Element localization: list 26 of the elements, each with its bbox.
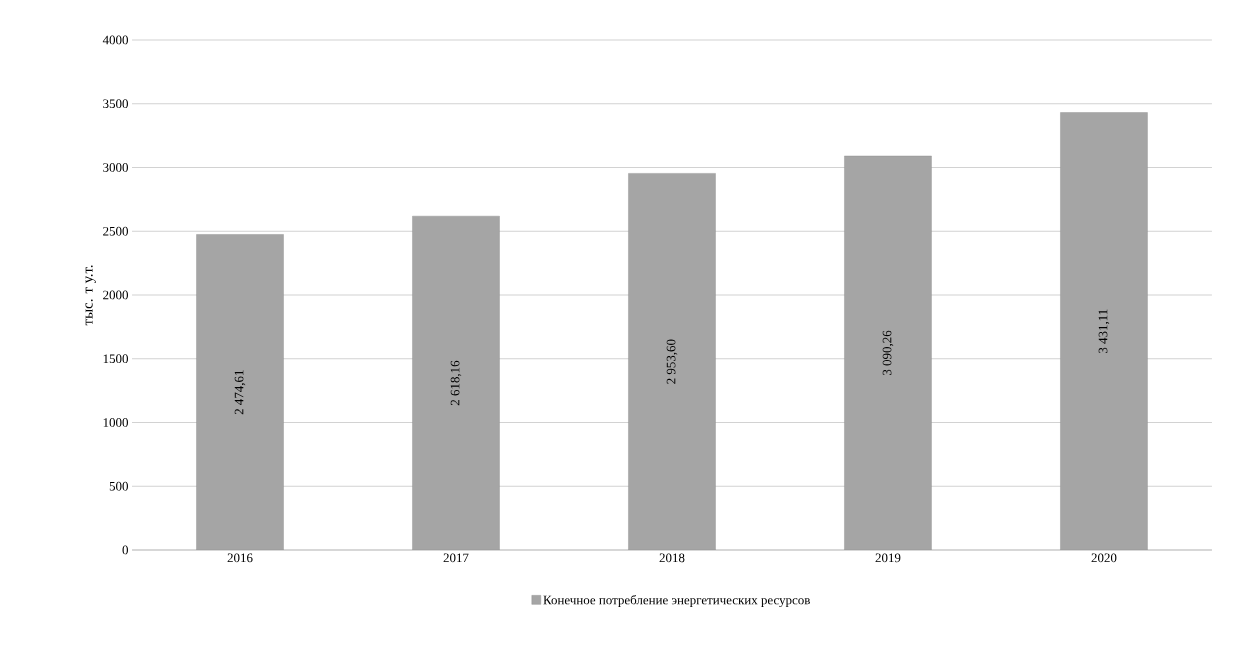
x-tick-label: 2017	[443, 553, 469, 563]
y-tick-label: 1000	[103, 418, 128, 427]
legend-label: Конечное потребление энергетических ресурсов	[543, 594, 810, 608]
y-tick-label: 2000	[103, 290, 128, 300]
data-label: 2 618,16	[450, 360, 462, 406]
y-tick-label: 3500	[103, 99, 128, 109]
bar	[412, 215, 500, 550]
x-tick-label: 2019	[875, 553, 901, 563]
data-label: 2 474,61	[234, 370, 246, 415]
bar	[628, 173, 716, 550]
bar	[844, 155, 932, 550]
x-tick-label: 2020	[1091, 553, 1117, 563]
y-tick-label: 2500	[103, 226, 128, 236]
x-tick-label: 2016	[227, 553, 253, 563]
data-label: 3 431,11	[1098, 309, 1110, 354]
y-axis-title: тыс. т у.т.	[85, 265, 96, 326]
bar	[1060, 112, 1148, 550]
data-label: 2 953,60	[666, 339, 678, 384]
y-tick-label: 0	[122, 545, 128, 555]
y-tick-label: 500	[109, 481, 128, 491]
y-tick-label: 1500	[103, 354, 128, 364]
bar	[196, 234, 284, 550]
y-tick-label: 3000	[103, 163, 128, 172]
x-tick-label: 2018	[659, 553, 685, 563]
y-tick-label: 4000	[102, 35, 128, 45]
data-label: 3 090,26	[882, 330, 894, 376]
